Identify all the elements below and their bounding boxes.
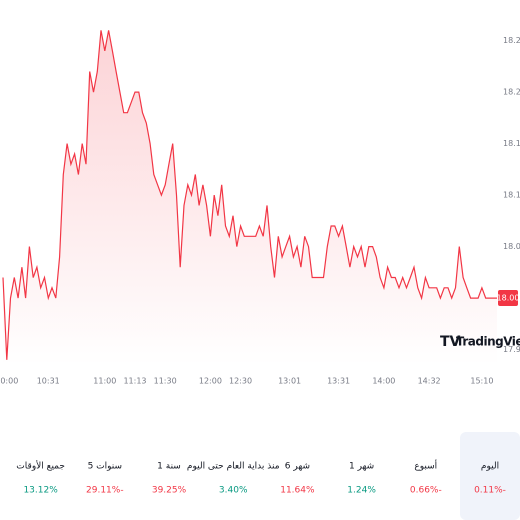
x-tick-label: 11:30 bbox=[154, 377, 177, 386]
y-tick-label: 18.15 bbox=[503, 139, 520, 148]
y-tick-label: 18.25 bbox=[503, 36, 520, 45]
period-title[interactable]: 5 سنوات bbox=[88, 462, 122, 472]
watermark: TV TradingView bbox=[440, 334, 520, 350]
y-tick-label: 18.20 bbox=[503, 88, 520, 97]
period-change[interactable]: 1.24% bbox=[347, 486, 376, 496]
period-title[interactable]: اليوم bbox=[481, 462, 499, 472]
period-title[interactable]: منذ بداية العام حتى اليوم bbox=[187, 462, 280, 472]
x-tick-label: 11:00 bbox=[93, 377, 116, 386]
x-tick-label: 13:01 bbox=[278, 377, 301, 386]
x-tick-label: 11:13 bbox=[123, 377, 146, 386]
period-change[interactable]: 29.11%- bbox=[86, 486, 124, 496]
x-tick-label: 15:10 bbox=[470, 377, 493, 386]
period-title[interactable]: 1 سنة bbox=[157, 462, 181, 472]
x-tick-label: 12:00 bbox=[199, 377, 222, 386]
x-tick-label: 14:32 bbox=[418, 377, 441, 386]
period-change[interactable]: 11.64% bbox=[280, 486, 315, 496]
period-selected bbox=[460, 432, 520, 520]
y-tick-label: 18.05 bbox=[503, 242, 520, 251]
area bbox=[3, 30, 497, 366]
period-title[interactable]: 1 شهر bbox=[349, 462, 374, 472]
y-tick-label: 18.10 bbox=[503, 191, 520, 200]
period-change[interactable]: 0.66%- bbox=[410, 486, 442, 496]
y-tick-label: 17.95 bbox=[503, 345, 520, 354]
period-title[interactable]: أسبوع bbox=[414, 460, 437, 472]
period-title[interactable]: 6 شهر bbox=[285, 462, 310, 472]
watermark-text: TradingView bbox=[456, 335, 520, 349]
period-change[interactable]: 13.12% bbox=[23, 486, 58, 496]
period-change[interactable]: 39.25% bbox=[152, 486, 187, 496]
last-price-label: 18.00 bbox=[497, 294, 520, 303]
x-tick-label: 13:31 bbox=[327, 377, 350, 386]
last-price-box bbox=[498, 290, 518, 307]
x-tick-label: 10:31 bbox=[37, 377, 60, 386]
logo-mark: TV bbox=[440, 334, 461, 350]
price-line bbox=[2, 30, 497, 360]
x-tick-label: 10:00 bbox=[0, 377, 18, 386]
period-title[interactable]: جميع الأوقات bbox=[16, 460, 65, 472]
period-change[interactable]: 3.40% bbox=[219, 486, 248, 496]
x-tick-label: 12:30 bbox=[229, 377, 252, 386]
period-change[interactable]: 0.11%- bbox=[474, 486, 506, 496]
x-tick-label: 14:00 bbox=[372, 377, 395, 386]
